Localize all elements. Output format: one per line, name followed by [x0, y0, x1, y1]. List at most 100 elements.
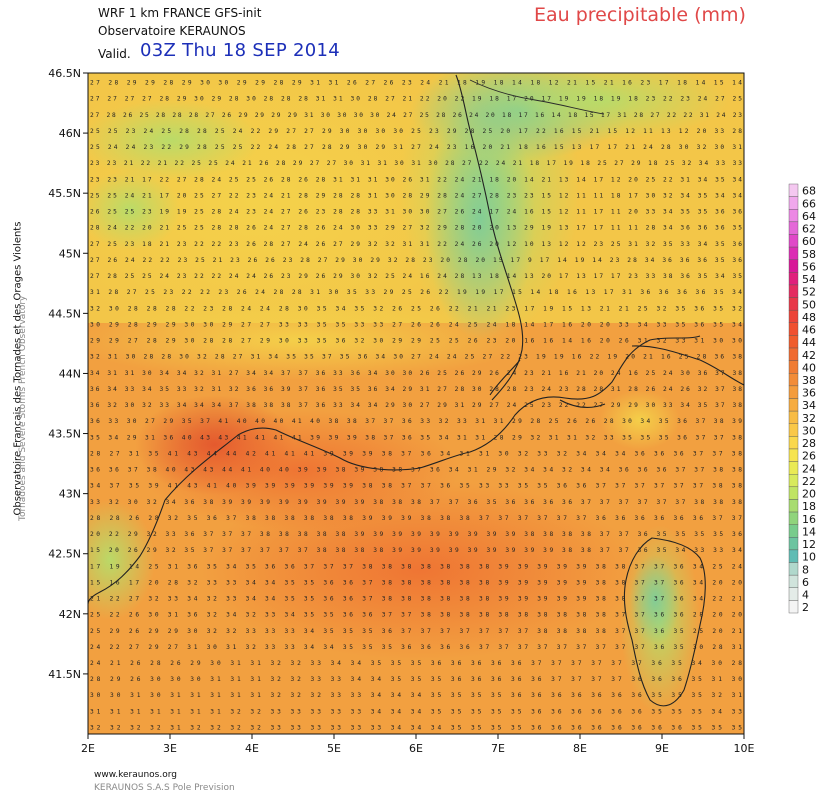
colorbar-label: 50	[802, 298, 816, 311]
precipitable-water-field	[88, 73, 744, 734]
grid-value-row: 36 34 33 34 35 33 32 31 32 36 36 39 37 3…	[90, 386, 742, 393]
colorbar-label: 58	[802, 248, 816, 261]
latitude-axis: 46.5N 46N 45.5N 45N 44.5N 44N 43.5N 43N 42.5N 42N…	[48, 67, 88, 681]
colorbar-label: 2	[802, 601, 809, 614]
observatory-title: Observatoire KERAUNOS	[98, 24, 246, 38]
grid-value-row: 35 34 29 31 36 40 43 43 41 41 41 41 39 3…	[90, 434, 742, 441]
lon-tick-label: 7E	[491, 742, 505, 755]
lon-tick-label: 3E	[163, 742, 177, 755]
colorbar-label: 56	[802, 260, 816, 273]
colorbar-swatch	[788, 562, 799, 576]
lat-tick-label: 44N	[59, 367, 81, 380]
colorbar-swatch	[788, 423, 799, 437]
colorbar-label: 14	[802, 525, 816, 538]
colorbar-swatch	[788, 309, 799, 323]
grid-value-row: 27 26 24 22 22 23 25 21 23 26 26 23 28 2…	[90, 257, 742, 264]
colorbar: 6866646260585654525048464442403836343230…	[788, 183, 816, 614]
grid-value-row: 25 22 26 30 31 36 32 34 32 33 34 35 35 3…	[90, 612, 742, 619]
lat-tick-label: 46.5N	[48, 67, 81, 80]
grid-value-row: 23 23 21 17 22 27 28 24 25 25 26 28 26 2…	[90, 176, 742, 183]
colorbar-swatch	[788, 486, 799, 500]
lat-tick-label: 42.5N	[48, 548, 81, 561]
colorbar-swatch	[788, 259, 799, 273]
colorbar-label: 18	[802, 500, 816, 513]
colorbar-swatch	[788, 410, 799, 424]
longitude-axis: 2E 3E 4E 5E 6E 7E 8E 9E 10E	[81, 734, 755, 755]
grid-value-row: 34 37 35 39 41 43 41 40 39 39 39 39 39 3…	[90, 483, 742, 490]
lat-tick-label: 41.5N	[48, 668, 81, 681]
colorbar-label: 66	[802, 197, 816, 210]
grid-value-row: 27 25 23 18 21 23 22 22 23 26 28 27 24 2…	[90, 241, 742, 248]
colorbar-swatch	[788, 574, 799, 588]
grid-value-row: 27 27 27 27 28 29 30 29 28 30 28 28 28 3…	[90, 96, 742, 103]
colorbar-label: 8	[802, 563, 809, 576]
grid-value-row: 21 22 27 32 33 34 32 33 34 34 35 35 36 3…	[90, 596, 742, 603]
colorbar-label: 52	[802, 286, 816, 299]
colorbar-label: 28	[802, 437, 816, 450]
colorbar-label: 64	[802, 210, 816, 223]
colorbar-swatch	[788, 474, 799, 488]
colorbar-swatch	[788, 221, 799, 235]
colorbar-label: 44	[802, 336, 816, 349]
colorbar-label: 54	[802, 273, 816, 286]
colorbar-label: 62	[802, 223, 816, 236]
colorbar-swatch	[788, 436, 799, 450]
lat-tick-label: 42N	[59, 608, 81, 621]
lon-tick-label: 6E	[409, 742, 423, 755]
colorbar-swatch	[788, 335, 799, 349]
footer-url[interactable]: www.keraunos.org	[94, 770, 177, 780]
colorbar-swatch	[788, 461, 799, 475]
footer-company: KERAUNOS S.A.S Pole Prevision	[94, 783, 235, 793]
colorbar-swatch	[788, 549, 799, 563]
lat-tick-label: 45.5N	[48, 187, 81, 200]
grid-value-row: 28 24 22 20 21 25 25 28 28 26 24 27 28 2…	[90, 225, 742, 232]
lon-tick-label: 10E	[734, 742, 755, 755]
colorbar-swatch	[788, 209, 799, 223]
colorbar-swatch	[788, 511, 799, 525]
colorbar-swatch	[788, 373, 799, 387]
colorbar-swatch	[788, 183, 799, 197]
lon-tick-label: 5E	[327, 742, 341, 755]
colorbar-label: 6	[802, 576, 809, 589]
colorbar-label: 20	[802, 488, 816, 501]
grid-value-row: 27 28 29 29 28 29 30 30 29 29 28 29 31 3…	[90, 80, 742, 87]
colorbar-label: 10	[802, 551, 816, 564]
colorbar-swatch	[788, 297, 799, 311]
colorbar-label: 34	[802, 399, 816, 412]
colorbar-label: 4	[802, 588, 809, 601]
coastline	[88, 74, 744, 707]
colorbar-label: 60	[802, 235, 816, 248]
grid-value-row: 24 22 27 29 27 31 30 31 32 33 33 34 34 3…	[90, 644, 742, 651]
colorbar-label: 12	[802, 538, 816, 551]
grid-value-row: 25 24 24 23 22 29 28 25 25 22 24 28 27 2…	[90, 144, 742, 151]
colorbar-swatch	[788, 196, 799, 210]
colorbar-label: 40	[802, 361, 816, 374]
lon-tick-label: 4E	[245, 742, 259, 755]
colorbar-swatch	[788, 246, 799, 260]
valid-time: 03Z Thu 18 SEP 2014	[140, 40, 340, 61]
colorbar-label: 36	[802, 387, 816, 400]
grid-value-row: 32 31 30 28 28 30 32 28 27 31 34 35 35 3…	[90, 354, 742, 361]
lat-tick-label: 46N	[59, 127, 81, 140]
grid-value-row: 36 32 30 32 33 34 34 34 37 38 38 38 37 3…	[90, 402, 742, 409]
colorbar-label: 30	[802, 424, 816, 437]
lat-tick-label: 43N	[59, 488, 81, 501]
grid-value-row: 36 33 30 27 29 35 37 41 40 40 40 41 40 3…	[90, 418, 742, 425]
grid-value-row: 26 25 25 23 19 19 25 28 24 23 24 27 26 2…	[90, 209, 742, 216]
grid-value-row: 25 29 26 29 29 30 32 32 33 33 33 34 35 3…	[90, 628, 742, 635]
colorbar-label: 68	[802, 185, 816, 198]
model-title: WRF 1 km FRANCE GFS-init	[98, 6, 262, 20]
colorbar-label: 42	[802, 349, 816, 362]
grid-value-row: 25 25 23 24 25 28 28 25 24 22 29 27 27 2…	[90, 128, 742, 135]
lon-tick-label: 9E	[655, 742, 669, 755]
colorbar-label: 46	[802, 324, 816, 337]
grid-value-row: 23 23 21 22 21 22 25 25 24 21 26 28 29 2…	[90, 160, 742, 167]
colorbar-swatch	[788, 587, 799, 601]
grid-value-row: 15 16 17 20 28 32 33 33 34 34 35 35 36 3…	[90, 579, 742, 586]
grid-value-row: 27 28 26 25 28 28 28 27 26 29 29 29 29 3…	[90, 112, 742, 119]
colorbar-swatch	[788, 360, 799, 374]
colorbar-swatch	[788, 499, 799, 513]
grid-value-row: 28 27 31 35 41 43 44 44 42 41 41 41 39 3…	[90, 450, 742, 457]
valid-label: Valid.	[98, 47, 131, 61]
